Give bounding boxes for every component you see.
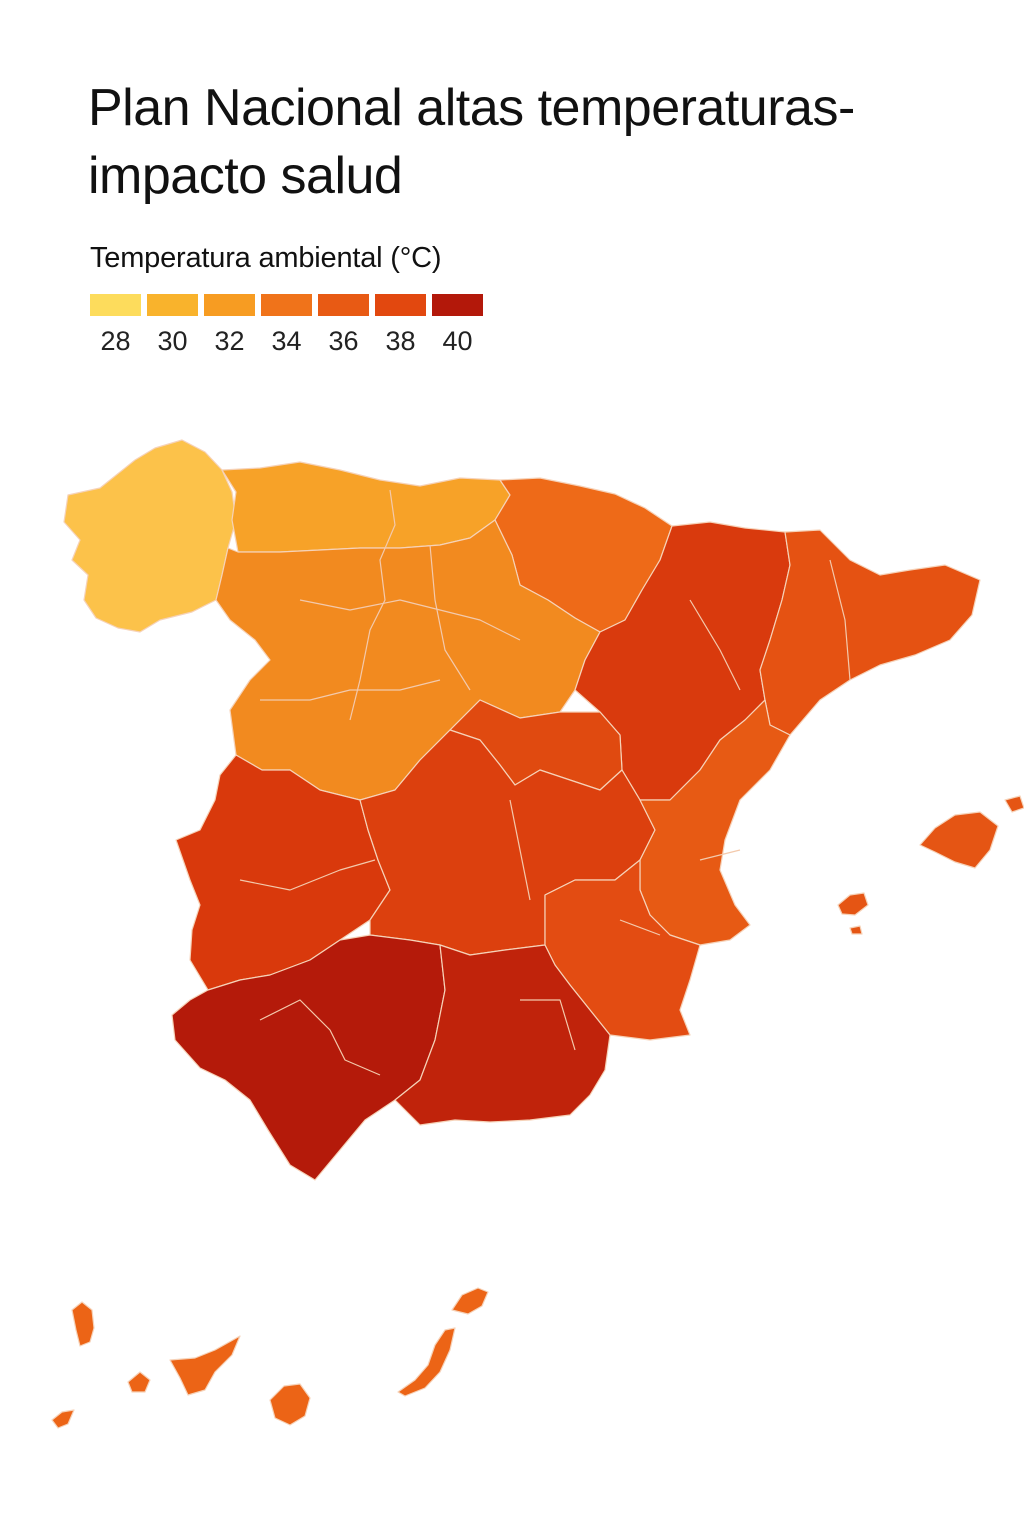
legend-label-38: 38 xyxy=(385,326,416,356)
legend-label-30: 30 xyxy=(157,326,188,356)
province-border-9 xyxy=(259,999,381,1076)
legend-label-36: 36 xyxy=(328,326,359,356)
region-canarias-fuerteventura xyxy=(397,1327,456,1397)
province-border-10 xyxy=(520,999,576,1051)
region-galicia xyxy=(63,439,237,633)
region-canarias-lanzarote xyxy=(451,1287,489,1315)
legend-swatch-34 xyxy=(261,294,312,316)
region-canarias-el-hierro xyxy=(51,1409,75,1429)
province-border-6 xyxy=(829,559,851,681)
region-canarias-tenerife xyxy=(169,1335,241,1396)
legend-swatch-32 xyxy=(204,294,255,316)
province-border-12 xyxy=(619,919,661,936)
province-border-4 xyxy=(260,679,441,701)
map-title-line-2: impacto salud xyxy=(88,147,403,205)
region-andalucia-west xyxy=(171,934,446,1181)
region-canarias-la-gomera xyxy=(127,1371,151,1393)
province-border-11 xyxy=(699,849,741,861)
legend-swatch-36 xyxy=(318,294,369,316)
legend-label-34: 34 xyxy=(271,326,302,356)
region-baleares-ibiza xyxy=(837,892,869,916)
province-border-3 xyxy=(429,544,471,691)
legend-swatches xyxy=(90,294,483,316)
legend-swatch-40 xyxy=(432,294,483,316)
legend-swatch-38 xyxy=(375,294,426,316)
province-border-5 xyxy=(689,599,741,691)
map-title: Plan Nacional altas temperaturas- impact… xyxy=(88,74,1008,210)
region-cataluna xyxy=(759,529,981,736)
region-andalucia-east xyxy=(394,944,611,1126)
temperature-legend: Temperatura ambiental (°C) 28 30 32 34 3… xyxy=(90,240,483,357)
legend-label-32: 32 xyxy=(214,326,245,356)
province-border-2 xyxy=(299,599,521,641)
region-baleares-mallorca xyxy=(919,811,999,869)
legend-label-40: 40 xyxy=(442,326,473,356)
legend-swatch-30 xyxy=(147,294,198,316)
legend-label-28: 28 xyxy=(100,326,131,356)
legend-labels: 28 30 32 34 36 38 40 xyxy=(90,326,483,357)
legend-swatch-28 xyxy=(90,294,141,316)
region-canarias-la-palma xyxy=(71,1301,95,1347)
legend-title: Temperatura ambiental (°C) xyxy=(90,242,442,274)
region-baleares-menorca xyxy=(1004,795,1024,813)
region-baleares-formentera xyxy=(849,925,863,935)
province-border-7 xyxy=(239,859,376,891)
province-border-8 xyxy=(509,799,531,901)
province-border-1 xyxy=(349,489,396,721)
map-title-line-1: Plan Nacional altas temperaturas- xyxy=(88,79,855,137)
region-canarias-gran-canaria xyxy=(269,1383,311,1426)
